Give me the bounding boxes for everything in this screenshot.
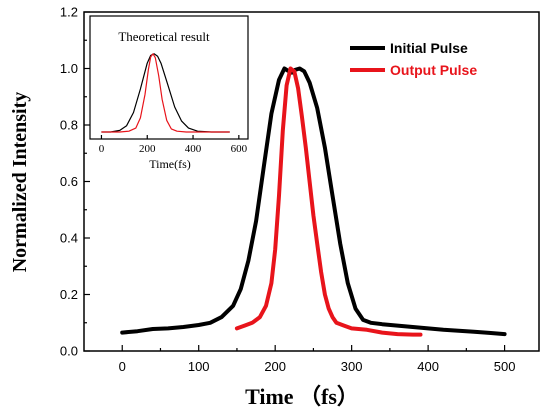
- y-tick-label: 0.2: [60, 287, 78, 302]
- inset-x-axis-title: Time(fs): [149, 157, 191, 171]
- inset-title: Theoretical result: [118, 29, 210, 44]
- inset-chart: Theoretical result 0 200 400 600 Time(fs): [89, 15, 249, 171]
- inset-series-initial: [101, 53, 230, 133]
- legend: Initial Pulse Output Pulse: [350, 40, 477, 78]
- y-axis-title: Normalized Intensity: [9, 92, 31, 273]
- y-tick-label: 0.4: [60, 231, 78, 246]
- inset-x-tick-label: 400: [185, 143, 202, 155]
- y-tick-label: 1.2: [60, 5, 78, 20]
- inset-x-tick-label: 0: [99, 143, 105, 155]
- inset-ticks: 0 200 400 600: [99, 135, 248, 155]
- inset-x-tick-label: 600: [231, 143, 248, 155]
- y-tick-label: 0.8: [60, 118, 78, 133]
- series-initial-pulse: [120, 66, 507, 337]
- inset-series-output: [101, 53, 230, 133]
- x-tick-label: 200: [264, 359, 286, 374]
- x-tick-label: 300: [341, 359, 363, 374]
- x-axis-title: Time （fs）: [245, 384, 359, 409]
- inset-frame: [89, 15, 249, 140]
- inset-x-tick-label: 200: [139, 143, 156, 155]
- y-tick-label: 1.0: [60, 61, 78, 76]
- inset-series: [101, 53, 230, 133]
- legend-label-output: Output Pulse: [390, 62, 477, 78]
- x-tick-label: 100: [188, 359, 210, 374]
- y-tick-label: 0.0: [60, 344, 78, 359]
- x-tick-label: 0: [119, 359, 126, 374]
- x-tick-label: 400: [417, 359, 439, 374]
- main-ticks: 0 100 200 300 400 500 0.0 0.2 0.4 0.6 0.8 1.0 1.2: [60, 5, 516, 375]
- x-tick-label: 500: [494, 359, 516, 374]
- series-output-pulse: [234, 66, 423, 337]
- main-series: [120, 66, 507, 337]
- legend-label-initial: Initial Pulse: [390, 40, 468, 56]
- y-tick-label: 0.6: [60, 174, 78, 189]
